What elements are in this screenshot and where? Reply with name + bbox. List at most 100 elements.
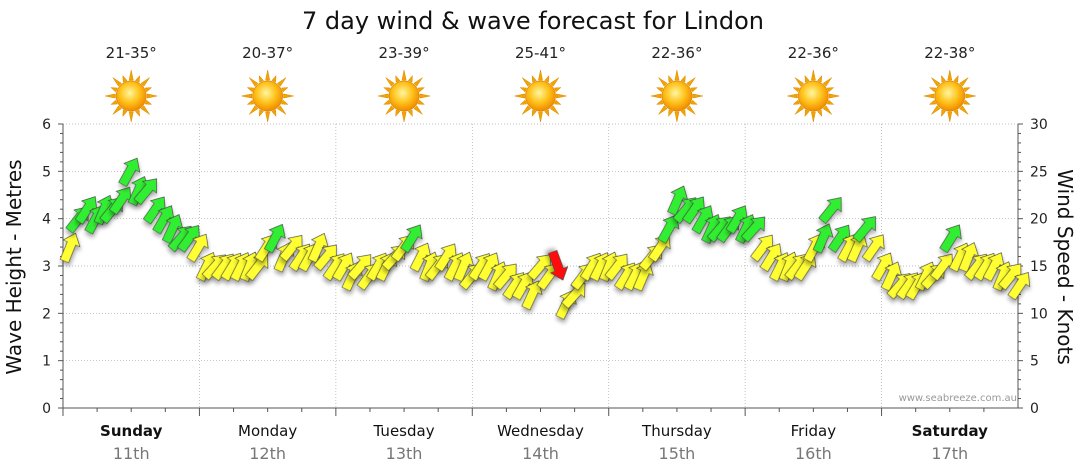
sun-ray [538,69,543,81]
sun-ray [959,105,969,115]
sun-icon [378,69,431,123]
sun-ray [144,99,153,105]
day-name: Friday [791,422,837,440]
sun-disc [797,80,829,112]
sun-ray [822,77,832,87]
sun-ray [277,77,287,87]
wind-arrow [263,223,286,254]
sun-ray [146,93,158,99]
sun-ray [281,87,289,93]
sun-ray [804,74,810,83]
sun-ray [826,99,835,105]
sun-icon [514,69,567,123]
wind-arrows [59,157,1031,320]
wind-arrow [846,232,868,264]
day-name: Tuesday [373,422,435,440]
sun-ray [538,111,543,123]
sun-ray [686,105,696,115]
sun-ray [941,74,947,83]
sun-ray [810,111,816,123]
day-temperature: 25-41° [515,44,566,62]
sun-ray [822,105,832,115]
y-tick-left: 0 [42,401,51,417]
sun-ray [686,77,696,87]
sun-ray [401,69,407,81]
sun-ray [407,109,413,118]
sun-ray [395,74,401,83]
sun-ray [258,109,264,118]
sun-ray [828,93,840,99]
sun-ray [519,87,528,93]
day-date: 12th [249,444,286,463]
sun-ray [419,93,431,99]
sun-ray [134,109,140,118]
sun-icon [787,69,840,123]
day-name: Monday [238,422,297,440]
sun-ray [963,99,971,105]
sun-ray [650,93,662,99]
sun-ray [271,74,277,83]
day-name: Wednesday [497,422,584,440]
y-tick-right: 25 [1030,164,1048,180]
sun-ray [810,69,816,81]
sun-ray [792,99,800,105]
sun-ray [140,105,150,115]
day-date: 15th [659,444,696,463]
sun-ray [140,77,150,87]
sun-ray [413,77,423,87]
sun-ray [947,111,953,123]
sun-ray [241,93,253,99]
sun-ray [246,99,255,105]
sun-ray [690,99,698,105]
sun-ray [655,99,664,105]
sun-ray [385,105,395,115]
sun-ray [931,77,941,87]
sun-ray [283,93,294,99]
sun-ray [817,74,823,83]
y-tick-right: 15 [1030,259,1048,275]
sun-ray [553,87,562,93]
y-tick-left: 4 [42,212,51,228]
sun-ray [928,87,937,93]
sun-ray [668,74,674,83]
sun-ray [407,74,413,83]
wind-arrow [812,223,834,254]
sun-ray [271,109,277,118]
sun-ray [655,87,664,93]
wind-arrow [939,224,962,254]
sun-ray [928,99,937,105]
sun-ray [690,87,698,93]
sun-ray [249,77,259,87]
sun-ray [959,77,969,87]
sun-ray [556,93,567,99]
wind-arrow [740,216,766,243]
sun-ray [787,93,798,99]
wind-arrow [118,157,141,188]
wind-arrow [521,280,543,311]
sun-ray [674,111,680,123]
sun-ray [144,87,153,93]
day-temperature: 23-39° [379,44,430,62]
sun-ray [378,93,389,99]
sun-ray [941,109,947,118]
labels: 0 1 2 3 4 5 6 0 5 10 15 20 25 30 Sunday 11th 21-35° Monda… [42,44,1048,463]
sun-ray [277,105,287,115]
sun-ray [249,105,259,115]
sun-ray [817,109,823,118]
wind-arrow [1007,272,1031,301]
sun-ray [246,87,255,93]
sun-ray [521,105,532,115]
y-axis-right-title: Wind Speed - Knots [1053,169,1077,365]
sun-ray [680,74,686,83]
wind-arrow [133,178,157,206]
y-tick-left: 5 [42,164,51,180]
sun-ray [413,105,423,115]
watermark: www.seabreeze.com.au [899,393,1017,404]
sun-ray [544,74,550,83]
weather-icons [105,69,976,123]
sun-disc [388,80,420,112]
day-temperature: 21-35° [106,44,157,62]
wind-arrow [657,214,680,244]
sun-ray [531,74,537,83]
